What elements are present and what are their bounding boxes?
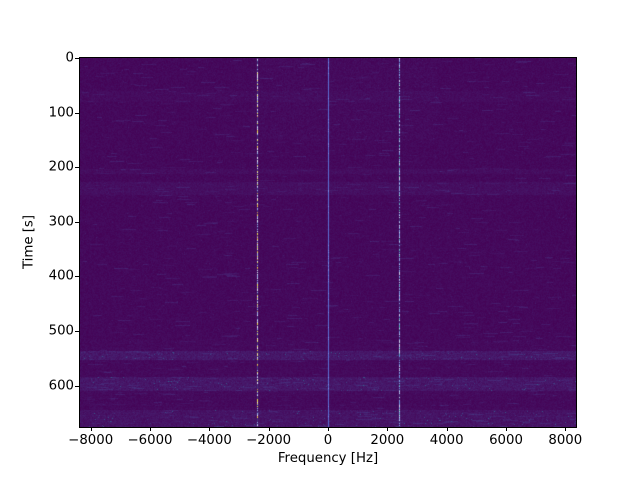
spectrogram-image [80,58,576,427]
y-tick-mark [75,166,79,168]
y-tick-mark [75,221,79,223]
x-tick-label: −4000 [186,433,232,448]
x-tick-mark [268,427,270,431]
x-tick-mark [90,427,92,431]
x-tick-mark [327,427,329,431]
y-tick-mark [75,275,79,277]
x-tick-label: 6000 [489,433,523,448]
y-tick-label: 100 [48,105,74,121]
y-tick-label: 500 [48,323,74,339]
x-tick-mark [149,427,151,431]
x-tick-mark [208,427,210,431]
y-tick-mark [75,112,79,114]
axes-area [79,57,577,428]
x-tick-label: 2000 [370,433,405,448]
x-tick-label: 8000 [548,433,583,448]
y-tick-label: 0 [65,50,74,66]
x-axis-label: Frequency [Hz] [277,451,379,466]
x-tick-label: −6000 [127,433,173,448]
x-tick-mark [386,427,388,431]
y-tick-label: 200 [48,159,74,175]
x-tick-label: −8000 [68,433,114,448]
x-tick-label: 4000 [429,433,464,448]
y-tick-mark [75,57,79,59]
x-tick-label: 0 [323,433,333,448]
y-tick-label: 400 [48,268,74,284]
y-tick-label: 300 [48,214,74,230]
x-tick-mark [446,427,448,431]
y-tick-mark [75,330,79,332]
x-tick-label: −2000 [246,433,292,448]
x-tick-mark [505,427,507,431]
y-tick-mark [75,385,79,387]
x-tick-mark [564,427,566,431]
y-tick-label: 600 [48,378,74,393]
